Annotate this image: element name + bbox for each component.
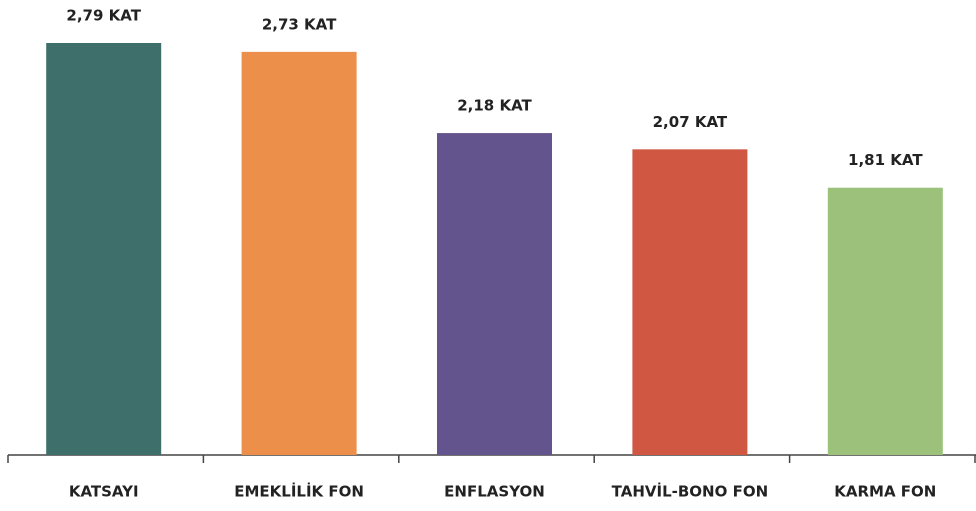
x-tick-label: ENFLASYON: [444, 483, 545, 501]
bar: [241, 51, 357, 455]
value-label: 2,73 KAT: [262, 15, 337, 33]
bar: [827, 187, 943, 455]
bar: [632, 149, 748, 456]
x-tick-label: TAHVİL-BONO FON: [612, 482, 768, 501]
value-label: 2,79 KAT: [66, 7, 141, 25]
bar: [46, 43, 162, 455]
bar: [437, 133, 552, 455]
x-tick-label: KATSAYI: [69, 483, 139, 501]
x-tick-label: KARMA FON: [834, 483, 936, 501]
value-label: 1,81 KAT: [848, 151, 923, 169]
x-tick-label: EMEKLİLİK FON: [234, 482, 364, 501]
value-label: 2,18 KAT: [457, 97, 532, 115]
value-label: 2,07 KAT: [653, 113, 728, 131]
